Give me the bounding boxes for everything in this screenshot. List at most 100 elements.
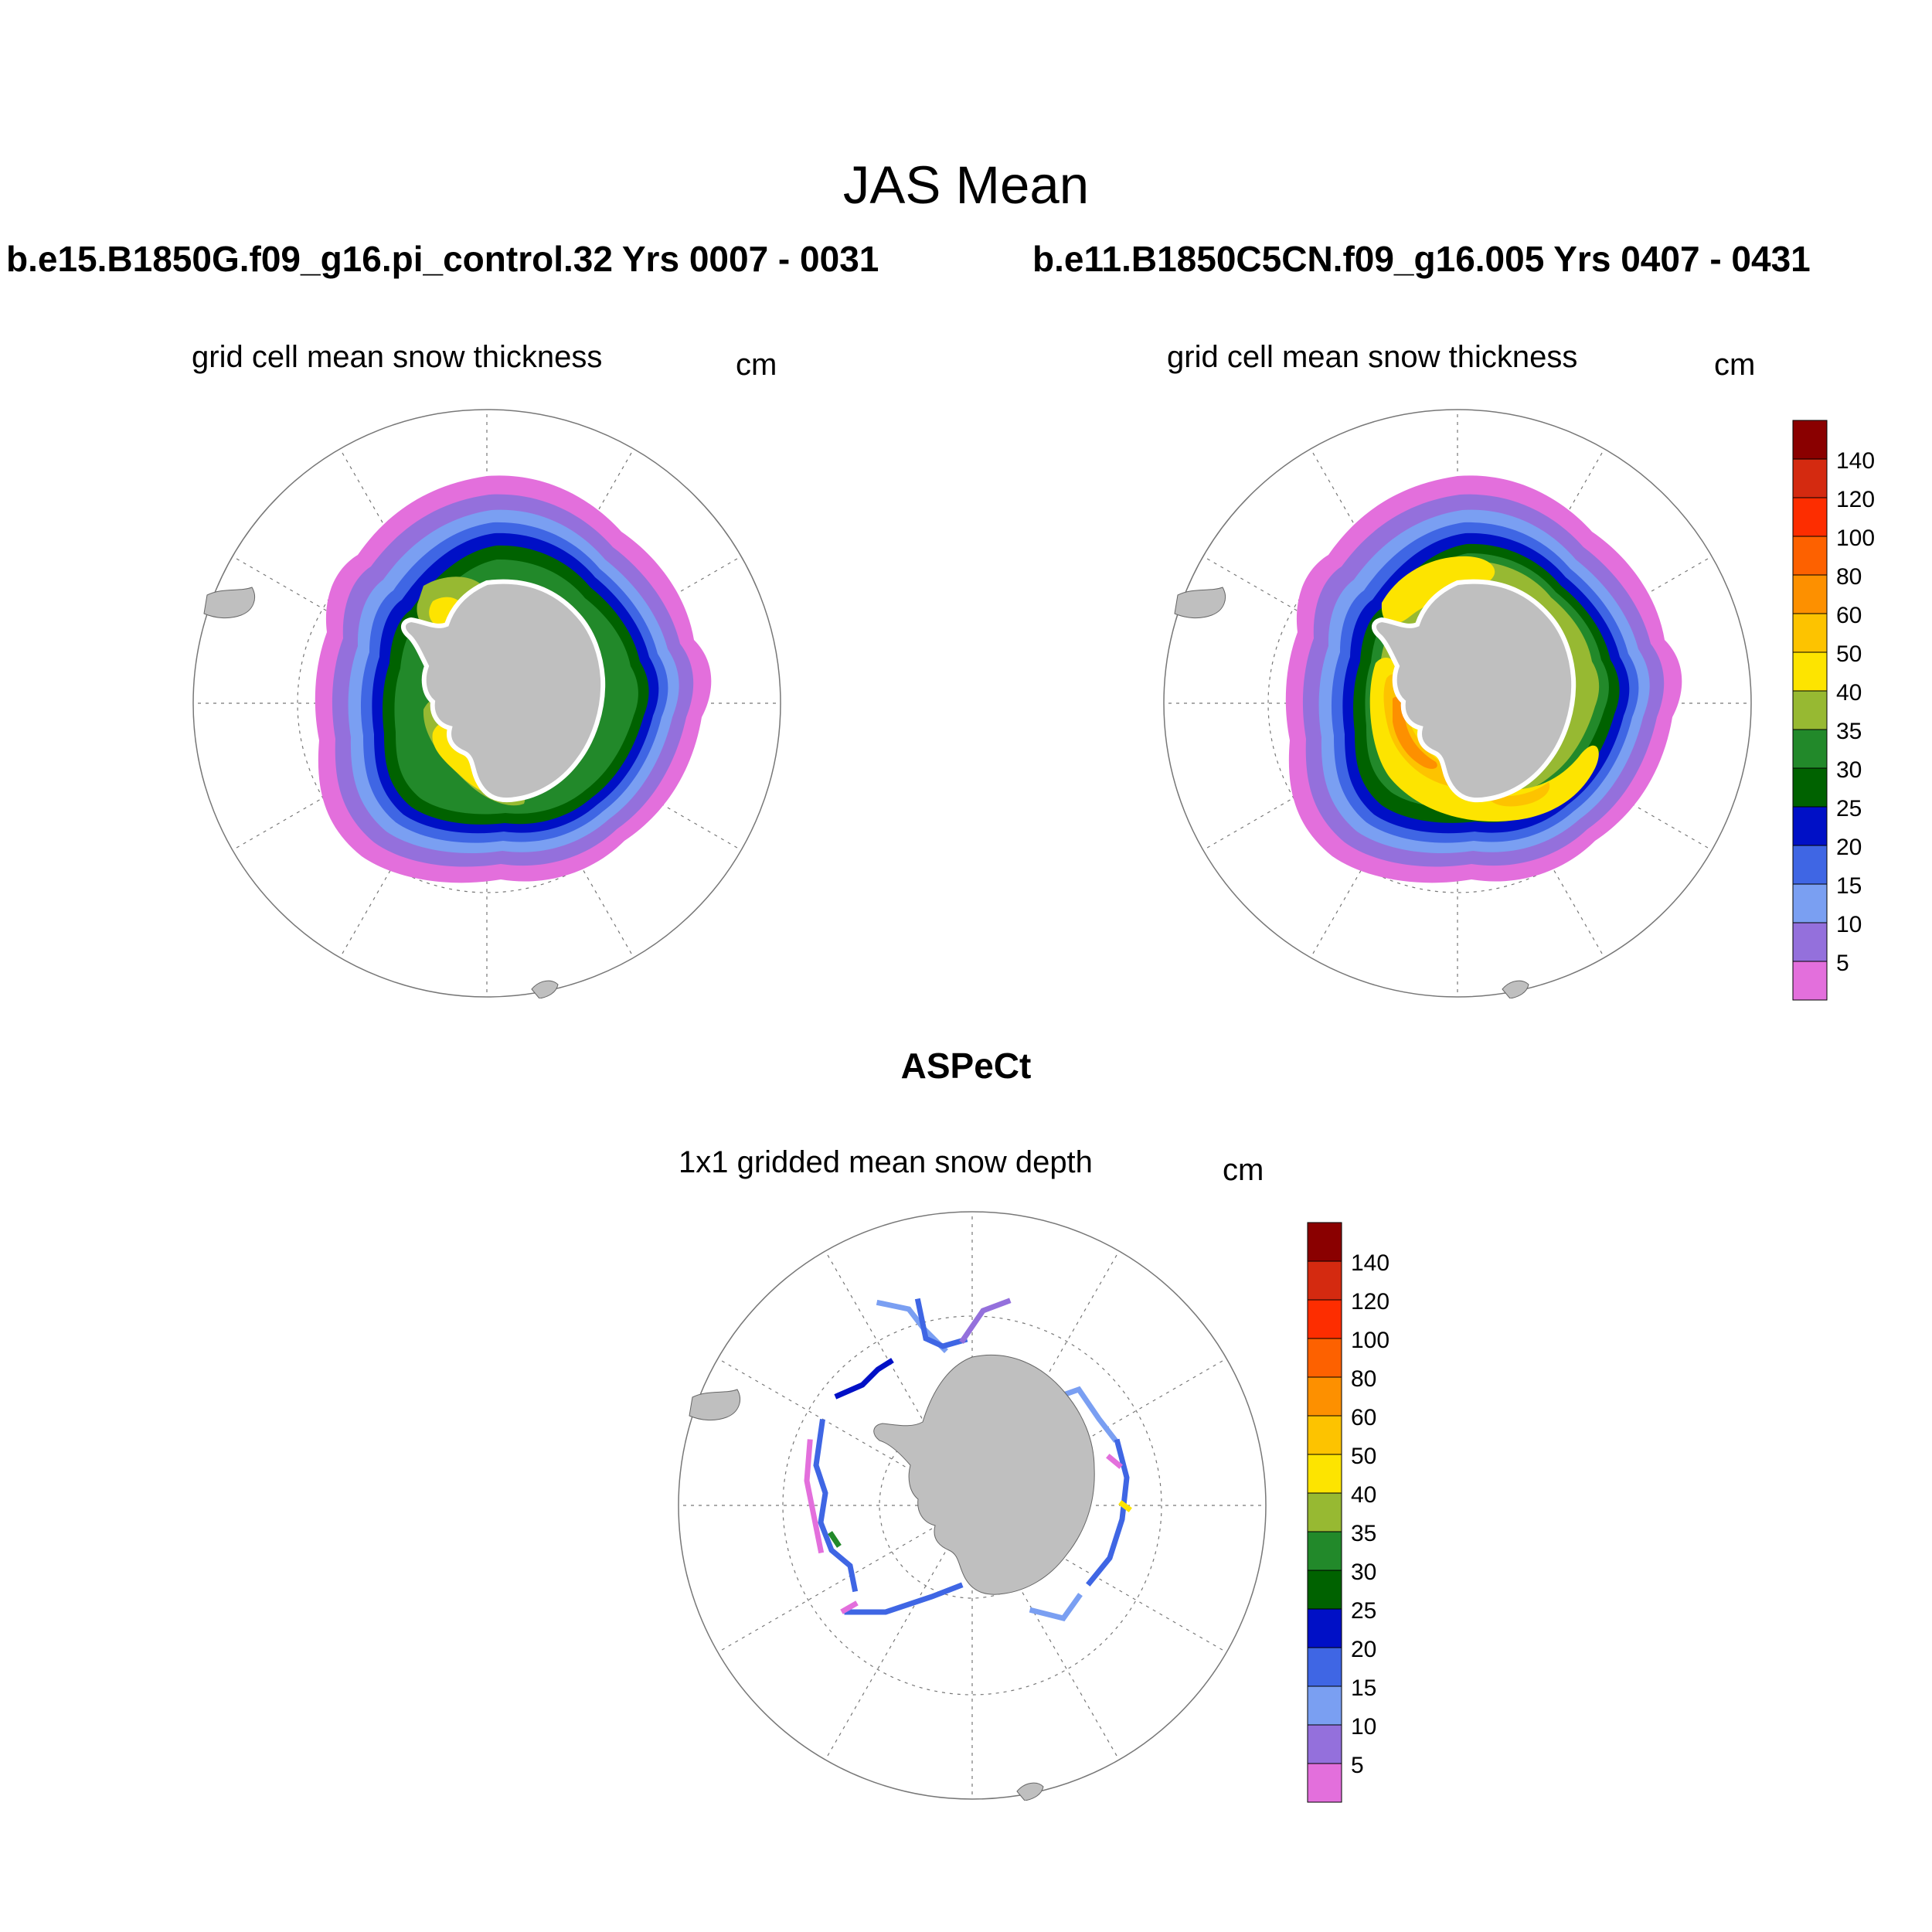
colorbar-tick-label: 15 [1836, 873, 1862, 899]
colorbar-tick-label: 100 [1351, 1328, 1389, 1353]
colorbar-swatch [1307, 1763, 1342, 1803]
bottom-panel-units: cm [1223, 1153, 1264, 1187]
colorbar-swatch [1792, 690, 1828, 730]
colorbar-swatch [1307, 1222, 1342, 1262]
colorbar-tick-label: 5 [1836, 951, 1849, 976]
colorbar-swatch [1792, 574, 1828, 614]
colorbar-swatch [1792, 420, 1828, 460]
colorbar-swatch [1792, 729, 1828, 769]
colorbar-tick-label: 25 [1836, 796, 1862, 821]
colorbar-tick-label: 25 [1351, 1598, 1376, 1624]
track-northwest [834, 1358, 894, 1400]
track-south [844, 1582, 964, 1615]
colorbar-swatch [1307, 1415, 1342, 1455]
colorbar-swatch [1307, 1647, 1342, 1687]
colorbar-tick-label: 10 [1836, 912, 1862, 937]
colorbar-swatch [1792, 845, 1828, 885]
latitude-circle [782, 1315, 1162, 1696]
track-magenta-2 [1106, 1454, 1123, 1469]
track-north-3 [959, 1298, 1012, 1344]
colorbar-tick-label: 140 [1836, 448, 1875, 474]
colorbar-swatch [1792, 883, 1828, 923]
colorbar-swatch [1792, 536, 1828, 576]
left-polar-map [192, 409, 781, 998]
track-north-1 [876, 1299, 948, 1353]
colorbar-swatch [1307, 1492, 1342, 1532]
colorbar-swatch [1792, 961, 1828, 1001]
colorbar-swatch [1792, 922, 1828, 962]
colorbar-tick-label: 60 [1836, 603, 1862, 628]
colorbar-tick-label: 35 [1351, 1521, 1376, 1546]
left-snow-field [315, 475, 712, 883]
track-west-outer [804, 1439, 825, 1554]
colorbar-tick-label: 120 [1836, 487, 1875, 512]
colorbar-tick-label: 20 [1836, 835, 1862, 860]
figure-title: JAS Mean [842, 155, 1090, 215]
right-continents [1174, 587, 1529, 998]
colorbar-tick-label: 80 [1836, 564, 1862, 590]
colorbar-swatch [1792, 458, 1828, 498]
right-snow-field [1285, 475, 1682, 883]
colorbar-swatch [1792, 767, 1828, 808]
colorbar-tick-label: 100 [1836, 526, 1875, 551]
colorbar-swatch [1307, 1570, 1342, 1610]
right-polar-map [1163, 409, 1752, 998]
colorbar-tick-label: 20 [1351, 1637, 1376, 1662]
colorbar-swatch [1792, 613, 1828, 653]
colorbar-bottom: 5 10 15 20 25 30 35 40 50 60 80 100 120 140 [1307, 1222, 1389, 1803]
track-east [1086, 1438, 1130, 1587]
right-panel-variable: grid cell mean snow thickness [1167, 340, 1578, 374]
meridian-line [717, 1505, 973, 1653]
right-panel-heading: b.e11.B1850C5CN.f09_g16.005 Yrs 0407 - 0… [1032, 239, 1811, 279]
colorbar-tick-label: 5 [1351, 1753, 1364, 1778]
left-antarctica [401, 579, 606, 803]
track-green-1 [828, 1531, 842, 1548]
left-continents [203, 587, 559, 998]
colorbar-tick-label: 40 [1351, 1482, 1376, 1508]
map-boundary-circle [678, 1211, 1267, 1800]
colorbar-swatch [1307, 1376, 1342, 1417]
left-panel-variable: grid cell mean snow thickness [192, 340, 603, 374]
colorbar-swatch [1792, 497, 1828, 537]
right-orange-region [1383, 674, 1550, 807]
track-southeast [1029, 1593, 1083, 1621]
right-panel-units: cm [1714, 348, 1756, 382]
track-magenta-1 [840, 1600, 859, 1614]
bottom-antarctica [873, 1354, 1095, 1595]
colorbar-tick-label: 30 [1351, 1560, 1376, 1585]
colorbar-swatch [1307, 1724, 1342, 1764]
track-west [813, 1419, 859, 1593]
colorbar-top: 5 10 15 20 25 30 35 40 50 60 80 100 120 140 [1792, 420, 1875, 1001]
right-antarctica [1372, 579, 1577, 803]
colorbar-tick-label: 35 [1836, 719, 1862, 744]
track-north-2 [914, 1298, 968, 1349]
colorbar-tick-label: 15 [1351, 1675, 1376, 1701]
bottom-continents [689, 1389, 1044, 1801]
colorbar-tick-label: 50 [1836, 641, 1862, 667]
colorbar-tick-label: 30 [1836, 757, 1862, 783]
colorbar-tick-label: 80 [1351, 1366, 1376, 1392]
colorbar-swatch [1792, 651, 1828, 692]
colorbar-swatch [1307, 1299, 1342, 1339]
colorbar-swatch [1307, 1531, 1342, 1571]
colorbar-swatch [1307, 1260, 1342, 1301]
bottom-panel-variable: 1x1 gridded mean snow depth [679, 1145, 1093, 1179]
colorbar-tick-label: 140 [1351, 1250, 1389, 1276]
colorbar-tick-label: 60 [1351, 1405, 1376, 1430]
colorbar-swatch [1307, 1454, 1342, 1494]
colorbar-swatch [1307, 1685, 1342, 1726]
left-panel-units: cm [736, 348, 777, 382]
colorbar-tick-label: 10 [1351, 1714, 1376, 1740]
colorbar-tick-label: 40 [1836, 680, 1862, 706]
track-yellow-1 [1118, 1500, 1132, 1512]
left-panel-heading: b.e15.B1850G.f09_g16.pi_control.32 Yrs 0… [6, 239, 879, 279]
bottom-polar-map [678, 1211, 1267, 1801]
colorbar-tick-label: 50 [1351, 1444, 1376, 1469]
colorbar-swatch [1307, 1338, 1342, 1378]
bottom-panel-heading: ASPeCt [900, 1046, 1032, 1086]
colorbar-tick-label: 120 [1351, 1289, 1389, 1315]
colorbar-swatch [1792, 806, 1828, 846]
colorbar-swatch [1307, 1608, 1342, 1648]
map-boundary-circle [192, 409, 781, 998]
map-boundary-circle [1163, 409, 1752, 998]
